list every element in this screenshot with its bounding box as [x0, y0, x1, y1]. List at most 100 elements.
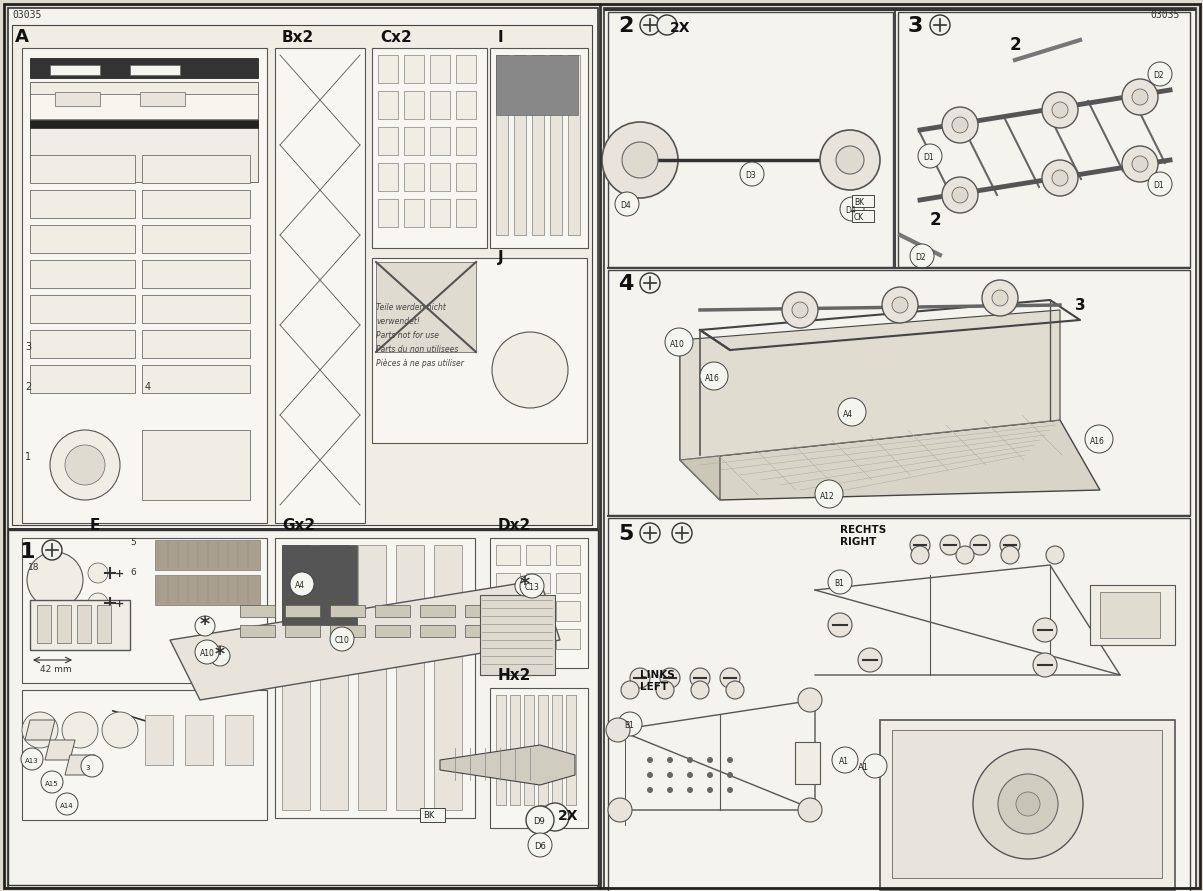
Circle shape: [942, 177, 978, 213]
Text: J: J: [498, 250, 504, 265]
Polygon shape: [680, 310, 1060, 460]
Bar: [378, 199, 398, 227]
Text: +: +: [115, 569, 124, 579]
Circle shape: [211, 646, 230, 666]
Circle shape: [840, 197, 864, 221]
Bar: [550, 55, 562, 235]
Circle shape: [606, 718, 630, 742]
Bar: [142, 225, 250, 253]
Text: C10: C10: [334, 636, 350, 645]
Circle shape: [909, 244, 934, 268]
Circle shape: [630, 668, 650, 688]
Text: A1: A1: [858, 763, 869, 772]
Text: 4: 4: [618, 274, 633, 294]
Circle shape: [691, 681, 709, 699]
Bar: [142, 260, 250, 288]
Text: A16: A16: [1090, 437, 1104, 446]
Bar: [496, 573, 520, 593]
Bar: [30, 260, 135, 288]
Circle shape: [942, 107, 978, 143]
Circle shape: [666, 772, 672, 778]
Bar: [496, 629, 520, 649]
Text: B1: B1: [624, 721, 634, 730]
Text: 18: 18: [28, 563, 40, 572]
Text: D9: D9: [533, 817, 545, 826]
Circle shape: [65, 445, 105, 485]
Bar: [97, 605, 111, 643]
Text: C13: C13: [525, 583, 540, 592]
Bar: [372, 48, 487, 248]
Bar: [275, 48, 365, 523]
Bar: [30, 330, 135, 358]
Bar: [490, 688, 588, 828]
Circle shape: [798, 688, 822, 712]
Polygon shape: [65, 755, 95, 775]
Bar: [377, 262, 476, 352]
Circle shape: [1017, 792, 1041, 816]
Text: *: *: [520, 575, 531, 594]
Bar: [30, 295, 135, 323]
Bar: [608, 270, 1190, 515]
Bar: [372, 258, 587, 443]
Text: LINKS
LEFT: LINKS LEFT: [640, 670, 675, 692]
Bar: [358, 545, 386, 810]
Bar: [142, 365, 250, 393]
Circle shape: [707, 787, 713, 793]
Circle shape: [891, 297, 908, 313]
Bar: [30, 58, 257, 78]
Circle shape: [882, 287, 918, 323]
Circle shape: [665, 328, 693, 356]
Bar: [142, 155, 250, 183]
Text: 1: 1: [20, 542, 36, 562]
Circle shape: [970, 535, 990, 555]
Bar: [496, 55, 577, 115]
Text: 2X: 2X: [558, 809, 579, 823]
Circle shape: [982, 280, 1018, 316]
Bar: [420, 625, 455, 637]
Circle shape: [26, 552, 83, 608]
Text: Bx2: Bx2: [282, 30, 314, 45]
Text: 1: 1: [25, 452, 31, 462]
Circle shape: [672, 523, 692, 543]
Text: A14: A14: [60, 803, 73, 809]
Circle shape: [640, 273, 660, 293]
Circle shape: [195, 640, 219, 664]
Bar: [404, 163, 423, 191]
Bar: [526, 545, 550, 565]
Text: Parts du non utilisees: Parts du non utilisees: [377, 345, 458, 354]
Circle shape: [1122, 146, 1158, 182]
Bar: [378, 127, 398, 155]
Text: RECHTS
RIGHT: RECHTS RIGHT: [840, 525, 887, 547]
Circle shape: [725, 681, 743, 699]
Text: BK: BK: [854, 198, 864, 207]
Circle shape: [57, 793, 78, 815]
Bar: [30, 190, 135, 218]
Bar: [241, 605, 275, 617]
Bar: [795, 742, 820, 784]
Bar: [30, 82, 257, 182]
Bar: [434, 545, 462, 810]
Bar: [142, 190, 250, 218]
Circle shape: [515, 576, 535, 596]
Text: BK: BK: [423, 811, 434, 820]
Bar: [30, 225, 135, 253]
Bar: [525, 695, 534, 805]
Text: Teile werden nicht: Teile werden nicht: [377, 303, 446, 312]
Text: A: A: [14, 28, 29, 46]
Text: D2: D2: [1152, 71, 1163, 80]
Circle shape: [792, 302, 808, 318]
Text: 3: 3: [85, 765, 89, 771]
Bar: [852, 210, 875, 222]
Text: Cx2: Cx2: [380, 30, 411, 45]
Bar: [320, 545, 348, 810]
Circle shape: [1148, 172, 1172, 196]
Circle shape: [727, 772, 733, 778]
Bar: [12, 25, 592, 525]
Text: A12: A12: [820, 492, 835, 501]
Text: A1: A1: [838, 757, 849, 766]
Bar: [142, 330, 250, 358]
Text: E: E: [90, 518, 100, 533]
Bar: [378, 91, 398, 119]
Circle shape: [1042, 92, 1078, 128]
Bar: [142, 430, 250, 500]
